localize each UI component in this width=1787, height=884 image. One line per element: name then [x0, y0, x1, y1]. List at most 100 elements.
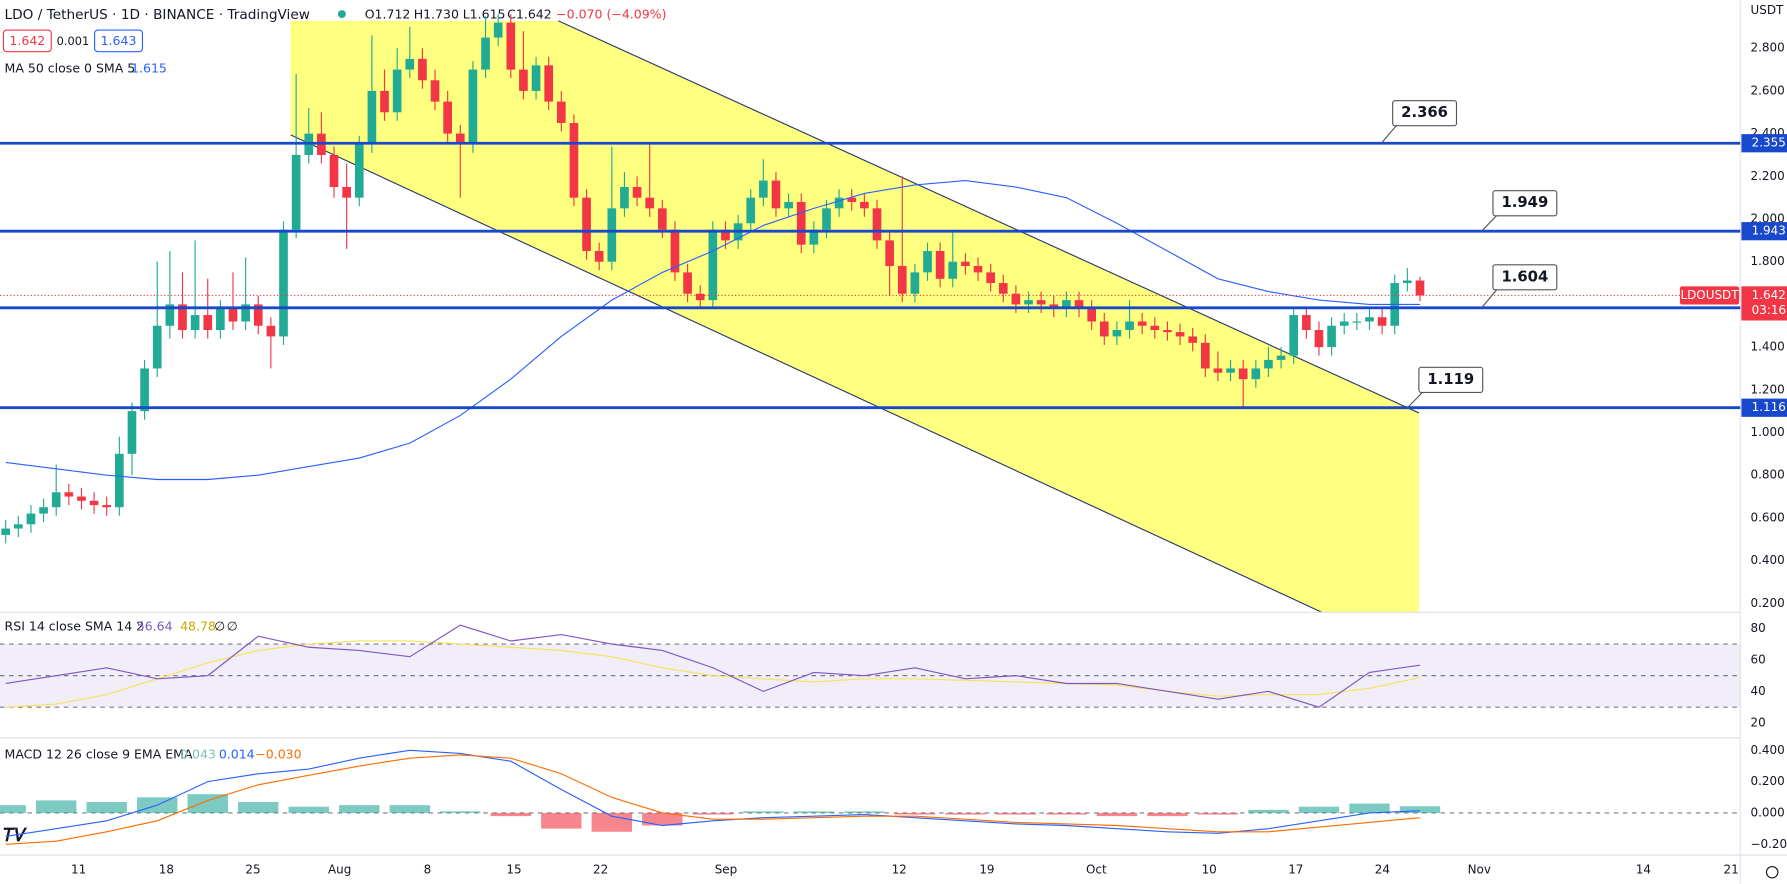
- candle-body: [443, 101, 452, 134]
- callout-label: 1.119: [1427, 371, 1474, 388]
- callout-pointer: [1481, 214, 1498, 232]
- candle-body: [1264, 359, 1273, 369]
- candle-body: [493, 22, 503, 38]
- ticker-label: LDOUSDT: [1680, 288, 1739, 302]
- candle-body: [418, 58, 427, 81]
- macd-histogram-bar: [945, 812, 986, 815]
- callout-pointer: [1380, 124, 1398, 144]
- candle-body: [961, 261, 970, 266]
- candle-body: [152, 325, 162, 369]
- candle-body: [203, 315, 213, 331]
- ask: 1.643: [101, 33, 137, 48]
- spread: 0.001: [57, 34, 90, 48]
- macd-legend-value: −0.030: [255, 746, 301, 761]
- candle-body: [253, 304, 263, 326]
- candle-body: [531, 65, 541, 91]
- bid-box[interactable]: [2, 29, 52, 53]
- candle-body: [380, 90, 389, 113]
- x-tick-label: 15: [506, 862, 521, 876]
- ohlc-open: O1.712: [365, 7, 411, 22]
- candle-body: [455, 133, 465, 145]
- callout-label: 1.604: [1501, 268, 1548, 285]
- rsi-tick-label: 40: [1751, 684, 1766, 698]
- rsi-tick-label: 60: [1751, 652, 1766, 666]
- ohlc-high: H1.730: [414, 7, 459, 22]
- x-tick-label: 19: [979, 862, 994, 876]
- candle-body: [481, 37, 490, 70]
- candle-body: [1125, 321, 1134, 331]
- candle-body: [910, 272, 920, 294]
- y-tick-label: 2.000: [1751, 212, 1785, 226]
- candle-body: [1024, 300, 1033, 305]
- ticker-badge: [1679, 286, 1740, 305]
- callout-box: [1418, 366, 1484, 393]
- countdown: 03:16:: [1752, 303, 1787, 317]
- candle-body: [468, 69, 478, 145]
- candle-body: [556, 101, 566, 123]
- rsi-line: [5, 624, 1421, 708]
- rsi-tick-label: 80: [1751, 621, 1766, 635]
- candle-body: [1200, 342, 1210, 369]
- candle-body: [39, 507, 48, 514]
- candle-body: [1137, 321, 1147, 326]
- macd-histogram-bar: [995, 812, 1037, 815]
- macd-histogram-bar: [894, 812, 936, 815]
- candle-body: [216, 308, 225, 331]
- candle-body: [392, 69, 402, 113]
- candle-body: [834, 197, 844, 209]
- macd-histogram-bar: [743, 811, 784, 813]
- candle-body: [102, 505, 112, 508]
- candle-body: [784, 201, 793, 209]
- candle-body: [140, 368, 149, 412]
- macd-histogram-bar: [1349, 803, 1390, 813]
- y-tick-label: 2.800: [1751, 41, 1785, 55]
- macd-histogram-bar: [490, 812, 532, 817]
- x-tick-label: 10: [1202, 862, 1217, 876]
- level-badge: [1741, 134, 1787, 153]
- macd-line: [5, 754, 1421, 845]
- candle-body: [1276, 355, 1286, 360]
- candle-body: [935, 251, 945, 279]
- candle-body: [759, 180, 768, 198]
- macd-histogram-bar: [440, 811, 481, 813]
- candle-body: [26, 513, 36, 525]
- candle-body: [1163, 330, 1172, 333]
- candle-body: [721, 229, 730, 241]
- ask-box[interactable]: [94, 29, 144, 53]
- candle-body: [1377, 317, 1387, 326]
- macd-histogram-bar: [288, 806, 329, 813]
- x-tick-label: Nov: [1468, 862, 1491, 876]
- candle-body: [998, 283, 1008, 294]
- macd-histogram-bar: [36, 800, 77, 813]
- y-tick-label: 1.000: [1751, 425, 1785, 439]
- macd-tick-label: 0.000: [1751, 805, 1785, 819]
- currency: USDT: [1751, 3, 1785, 17]
- macd-histogram-bar: [86, 801, 127, 813]
- x-tick-label: Oct: [1086, 862, 1107, 876]
- y-tick-label: 0.800: [1751, 468, 1785, 482]
- x-tick-label: 17: [1288, 862, 1303, 876]
- macd-histogram-bar: [1046, 812, 1087, 815]
- candle-body: [708, 229, 718, 301]
- macd-histogram-bar: [0, 805, 26, 813]
- candle-body: [771, 180, 781, 209]
- callout-pointer: [1481, 288, 1498, 309]
- callout-label: 1.949: [1501, 194, 1548, 211]
- candle-body: [329, 154, 339, 187]
- ma50-line: [5, 179, 1421, 481]
- candle-body: [1099, 321, 1109, 337]
- ohlc-low: L1.615: [463, 7, 506, 22]
- candle-body: [228, 308, 238, 322]
- y-tick-label: 1.400: [1751, 340, 1785, 354]
- settings-icon[interactable]: [1765, 865, 1779, 879]
- rsi-line: [5, 640, 1421, 708]
- macd-histogram-bar: [1147, 812, 1188, 817]
- macd-legend-value: 0.043: [180, 746, 216, 761]
- status-dot: [337, 10, 346, 19]
- candle-body: [1302, 315, 1311, 331]
- callout-label: 2.366: [1401, 104, 1448, 121]
- level-label: 1.116: [1752, 400, 1786, 414]
- candle-body: [1087, 308, 1096, 322]
- candle-body: [1074, 300, 1084, 309]
- candle-body: [190, 315, 200, 331]
